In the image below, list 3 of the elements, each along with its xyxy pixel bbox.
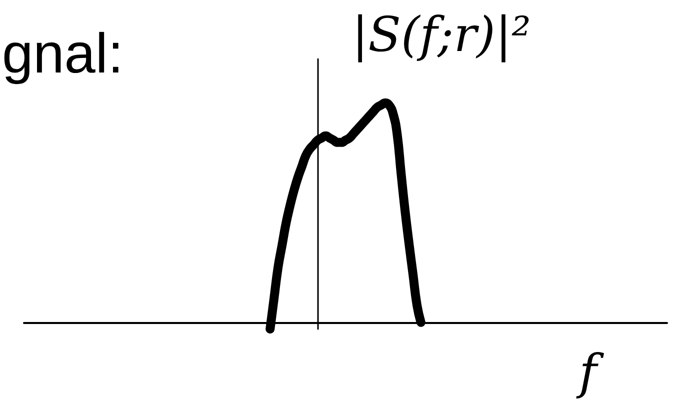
x-axis-title: f <box>576 344 604 400</box>
y-axis-title: |S(f;r)|² <box>352 7 531 63</box>
chart-title: gnal: <box>2 22 124 84</box>
